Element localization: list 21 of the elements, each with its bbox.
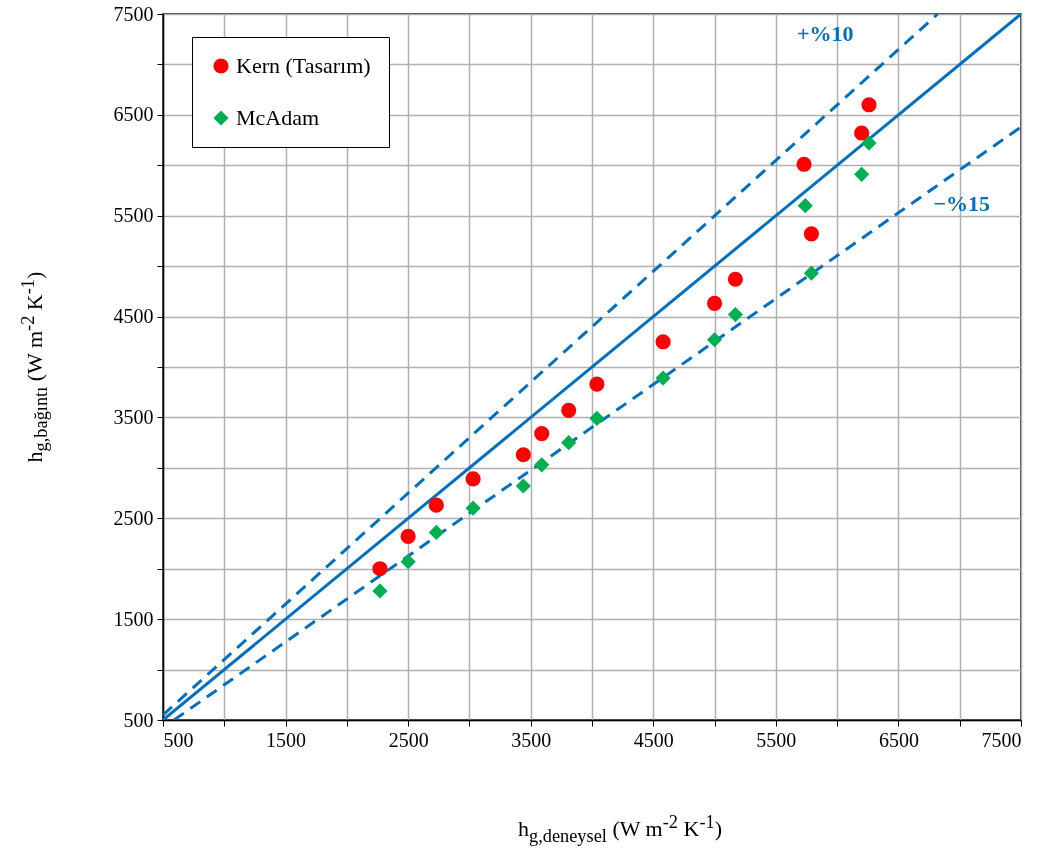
x-tick-label: 2500 <box>388 728 429 751</box>
x-tick-label: 500 <box>163 728 194 751</box>
legend-label: Kern (Tasarım) <box>236 53 371 78</box>
series-label: −%15 <box>933 191 990 217</box>
x-tick-label: 6500 <box>878 728 919 751</box>
x-tick-label: 4500 <box>633 728 674 751</box>
y-tick-label: 500 <box>123 708 154 731</box>
y-tick-label: 3500 <box>113 405 154 428</box>
x-tick-label: 7500 <box>981 728 1022 751</box>
x-tick-label: 1500 <box>266 728 307 751</box>
y-tick-label: 7500 <box>113 2 154 25</box>
y-tick-label: 2500 <box>113 506 154 529</box>
x-axis-title: h$_{g,deneysel}$ (W m$^{-2}$ K$^{-1}$) <box>518 812 722 847</box>
series-label: +%10 <box>796 21 854 47</box>
x-tick-label: 3500 <box>511 728 552 751</box>
y-tick-label: 4500 <box>113 305 154 328</box>
x-tick-label: 5500 <box>756 728 797 751</box>
legend-label: McAdam <box>236 105 320 130</box>
y-tick-label: 6500 <box>113 103 154 126</box>
y-tick-label: 1500 <box>113 607 154 630</box>
y-tick-label: 5500 <box>113 204 154 227</box>
